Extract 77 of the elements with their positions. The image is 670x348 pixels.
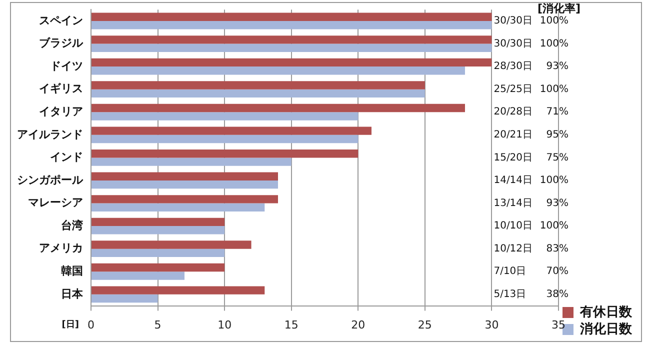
annotation: 13/14日 [494,198,533,209]
bar [92,104,465,112]
bar [92,248,225,258]
annotation: 75% [546,152,568,164]
y-tick-label: マレーシア [28,196,83,210]
annotation: 15/20日 [494,152,533,164]
bar [92,81,425,90]
bar [92,172,278,180]
y-tick-label: アイルランド [17,128,83,141]
x-tick-label: 35 [552,318,566,332]
bar [92,89,425,98]
bar [92,263,225,272]
annotation: 100% [540,16,568,27]
bar [92,294,158,303]
legend-label: 消化日数 [579,322,633,337]
y-tick-label: インド [50,150,83,164]
bar [92,180,278,189]
annotation: 20/28日 [494,106,533,118]
x-tick-label: 10 [218,318,232,332]
x-tick-label: 25 [418,318,432,332]
y-tick-label: スペイン [39,14,83,27]
annotation: 83% [546,243,568,254]
bar [92,150,358,158]
bar [92,286,265,294]
annotation: 30/30日 [494,38,533,50]
y-tick-label: 韓国 [61,264,83,278]
bar [92,226,225,234]
annotation: 28/30日 [494,61,533,72]
x-tick-label: 15 [284,318,298,332]
annotation: 20/21日 [494,130,533,141]
bar [92,126,372,135]
bar [92,66,465,75]
bar [92,195,278,204]
legend-label: 有休日数 [579,304,633,320]
annotation: 7/10日 [494,266,526,278]
y-tick-label: ブラジル [39,36,84,50]
bar [92,44,492,52]
bar [92,20,492,30]
bar [92,240,252,249]
x-tick-label: 20 [351,318,366,332]
bar [92,112,358,120]
y-tick-label: イギリス [39,82,83,96]
annotation: 93% [546,198,568,209]
annotation: 38% [546,289,568,300]
annotation: 70% [546,266,568,278]
annotation: 100% [540,38,568,50]
annotation: 25/25日 [494,84,533,95]
annotation: 10/12日 [494,243,533,254]
x-axis-title: [日] [62,319,79,330]
annotation: 100% [540,175,568,186]
bar [92,36,492,44]
y-tick-label: アメリカ [39,242,83,255]
y-tick-label: シンガポール [17,173,84,186]
bar [92,158,292,166]
y-tick-label: ドイツ [50,59,83,72]
annotation: [消化率] [537,2,580,15]
annotation: 95% [546,130,568,141]
x-tick-label: 30 [484,318,499,332]
y-tick-label: 日本 [61,287,84,300]
y-tick-label: 台湾 [61,218,84,232]
annotation: 5/13日 [494,289,526,300]
annotation: 14/14日 [494,175,533,186]
annotation: 93% [546,61,568,72]
bar [92,272,184,280]
annotation: 30/30日 [494,16,533,27]
y-tick-label: イタリア [39,104,83,118]
bar [92,12,492,21]
x-tick-label: 0 [88,318,94,332]
annotation: 100% [540,220,568,232]
bar [92,58,492,67]
bar [92,134,358,144]
annotation: 71% [546,106,568,118]
annotation: 100% [540,84,568,95]
bar [92,218,225,226]
bar [92,203,265,212]
annotation: 10/10日 [494,220,533,232]
x-tick-label: 5 [154,318,162,332]
